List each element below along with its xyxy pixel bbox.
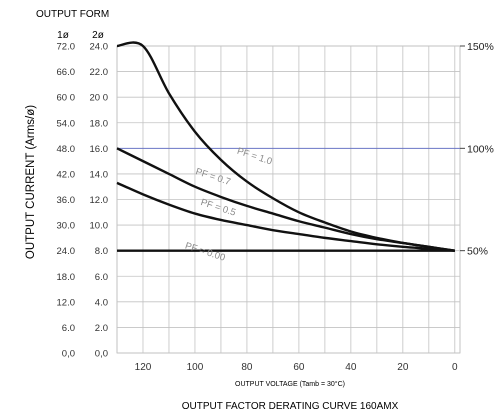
output-form-header: OUTPUT FORM — [36, 9, 109, 20]
y-tick-label-2phase: 4.0 — [95, 297, 108, 308]
y-tick-label-1phase: 12.0 — [57, 297, 76, 308]
y-tick-label-1phase: 54.0 — [57, 118, 76, 129]
series-line-3 — [116, 181, 455, 252]
y-tick-label-1phase: 66.0 — [57, 67, 76, 78]
right-tick-label: 100% — [467, 143, 494, 155]
y-tick-label-2phase: 0,0 — [95, 349, 108, 360]
y-tick-label-1phase: 24.0 — [57, 246, 76, 257]
y-tick-label-1phase: 72.0 — [57, 42, 76, 53]
y-tick-label-1phase: 42.0 — [57, 169, 76, 180]
curve-label-2: PF = 0.7 — [194, 166, 232, 188]
x-axis-label: OUTPUT VOLTAGE (Tamb = 30°C) — [235, 380, 345, 388]
y-tick-label-2phase: 10.0 — [90, 221, 109, 232]
x-tick-label: 120 — [135, 362, 152, 373]
y-tick-label-1phase: 0,0 — [62, 349, 75, 360]
y-tick-label-2phase: 20 0 — [90, 93, 109, 104]
y-tick-label-2phase: 22.0 — [90, 67, 109, 78]
chart-caption: OUTPUT FACTOR DERATING CURVE 160AMX — [182, 401, 399, 412]
y-tick-label-2phase: 2.0 — [95, 323, 108, 334]
y-axis-label: OUTPUT CURRENT (Arms/ø) — [25, 105, 37, 259]
y-tick-label-2phase: 14.0 — [90, 169, 109, 180]
y-tick-label-1phase: 6.0 — [62, 323, 75, 334]
y-tick-label-1phase: 18.0 — [57, 272, 76, 283]
right-tick-label: 50% — [467, 246, 488, 258]
y-tick-label-1phase: 30.0 — [57, 221, 76, 232]
series-line-2 — [116, 147, 455, 252]
y-tick-label-2phase: 8.0 — [95, 246, 108, 257]
y-tick-label-1phase: 48.0 — [57, 144, 76, 155]
y-tick-label-1phase: 60 0 — [57, 93, 76, 104]
y-tick-label-2phase: 18.0 — [90, 118, 109, 129]
y-tick-label-2phase: 12.0 — [90, 195, 109, 206]
y-tick-label-2phase: 6.0 — [95, 272, 108, 283]
y-tick-label-2phase: 24.0 — [90, 42, 109, 53]
series-line-1 — [116, 41, 455, 252]
curve-label-4: PF = 0.00 — [184, 240, 227, 263]
right-tick-label: 150% — [467, 41, 494, 53]
x-tick-label: 60 — [293, 362, 305, 373]
y-tick-label-2phase: 16.0 — [90, 144, 109, 155]
column-header-2phase: 2ø — [92, 30, 104, 41]
x-tick-label: 20 — [397, 362, 409, 373]
column-header-1phase: 1ø — [57, 30, 69, 41]
x-tick-label: 40 — [345, 362, 357, 373]
x-tick-label: 80 — [241, 362, 253, 373]
y-tick-label-1phase: 36.0 — [57, 195, 76, 206]
curve-label-1: PF = 1.0 — [236, 146, 274, 168]
x-tick-label: 0 — [452, 362, 458, 373]
x-tick-label: 100 — [187, 362, 204, 373]
